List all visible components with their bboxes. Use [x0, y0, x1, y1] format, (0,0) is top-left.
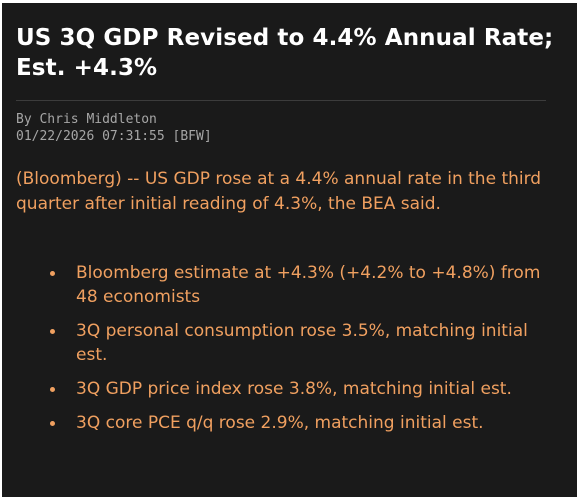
story-timestamp: 01/22/2026 07:31:55 [BFW] — [16, 129, 212, 144]
bullet-text: 3Q core PCE q/q rose 2.9%, matching init… — [76, 413, 484, 433]
bullet-dot-icon — [50, 421, 55, 426]
bullet-dot-icon — [50, 271, 55, 276]
story-headline: US 3Q GDP Revised to 4.4% Annual Rate; E… — [16, 25, 554, 81]
headline-divider — [16, 100, 546, 101]
story-byline: By Chris Middleton — [16, 112, 157, 127]
bullet-item: 3Q personal consumption rose 3.5%, match… — [2, 319, 546, 367]
bullet-text: Bloomberg estimate at +4.3% (+4.2% to +4… — [76, 263, 541, 307]
bullet-text: 3Q personal consumption rose 3.5%, match… — [76, 321, 528, 365]
bullet-item: 3Q core PCE q/q rose 2.9%, matching init… — [2, 411, 546, 435]
news-story-panel: US 3Q GDP Revised to 4.4% Annual Rate; E… — [2, 3, 577, 497]
bullet-item: Bloomberg estimate at +4.3% (+4.2% to +4… — [2, 261, 546, 309]
story-bullet-list: Bloomberg estimate at +4.3% (+4.2% to +4… — [2, 261, 577, 445]
story-lede: (Bloomberg) -- US GDP rose at a 4.4% ann… — [16, 169, 542, 214]
bullet-dot-icon — [50, 329, 55, 334]
bullet-text: 3Q GDP price index rose 3.8%, matching i… — [76, 379, 512, 399]
bullet-item: 3Q GDP price index rose 3.8%, matching i… — [2, 377, 546, 401]
bullet-dot-icon — [50, 387, 55, 392]
